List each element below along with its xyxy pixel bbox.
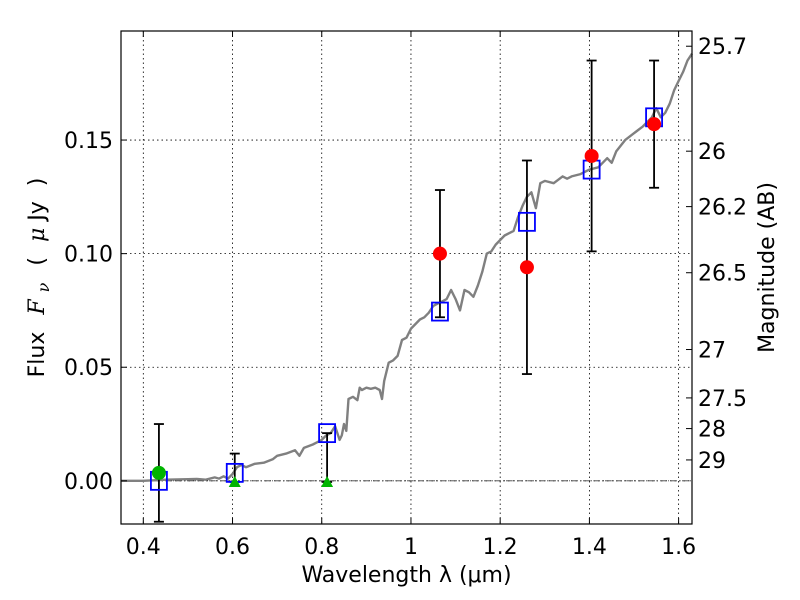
y2-tick-label: 25.7 (698, 35, 747, 60)
y-tick-label: 0.10 (64, 243, 113, 268)
green-circle-marker (151, 465, 166, 480)
y-axis-label-paren-close: ) (25, 178, 50, 187)
x-axis-label: Wavelength λ (μm) (301, 563, 511, 588)
ticks-layer: 0.4 0.6 0.8 1 1.2 1.4 1.6 0.00 0.05 0.10 0.15 25.7 2… (64, 31, 747, 560)
y-axis-label-paren-open: ( (25, 257, 50, 266)
y2-tick-label: 29 (698, 449, 726, 474)
green-triangle-marker (228, 475, 241, 487)
model-sed-line (121, 53, 694, 482)
x-tick-label: 1.4 (572, 535, 607, 560)
grid (121, 31, 692, 524)
red-circle-marker (584, 148, 599, 163)
x-tick-label: 0.6 (215, 535, 250, 560)
y2-tick-label: 27 (698, 339, 726, 364)
y2-tick-label: 26.5 (698, 262, 747, 287)
x-tick-label: 0.8 (304, 535, 339, 560)
y-tick-label: 0.05 (64, 356, 113, 381)
model-sed-layer (121, 53, 694, 482)
blue-square-marker (431, 301, 449, 322)
y2-axis-label: Magnitude (AB) (755, 182, 780, 353)
blue-square-marker (518, 211, 536, 232)
x-tick-label: 1.2 (483, 535, 518, 560)
y-axis-label: Flux F ν ( μ Jy ) (25, 178, 55, 378)
y-axis-label-mu: μ (25, 228, 50, 242)
green-triangle-marker (321, 475, 334, 487)
x-tick-label: 1 (404, 535, 418, 560)
y-tick-label: 0.15 (64, 129, 113, 154)
y-tick-label: 0.00 (64, 470, 113, 495)
red-circle-marker (432, 246, 447, 261)
red-circle-marker (519, 260, 534, 275)
markers-layer (150, 107, 663, 491)
error-bars-layer (153, 59, 660, 523)
y2-tick-label: 26 (698, 140, 726, 165)
y2-tick-label: 26.2 (698, 196, 747, 221)
blue-square-marker (318, 423, 336, 444)
y-axis-label-unit: Jy (25, 201, 50, 223)
x-tick-label: 1.6 (661, 535, 696, 560)
y-axis-label-symbol: F (25, 299, 50, 316)
plot-frame (120, 30, 693, 525)
red-circle-marker (647, 117, 662, 132)
y2-tick-label: 28 (698, 418, 726, 443)
y-axis-label-subscript: ν (34, 282, 53, 292)
y-axis-label-prefix: Flux (25, 332, 50, 378)
y2-tick-label: 27.5 (698, 387, 747, 412)
x-tick-label: 0.4 (126, 535, 161, 560)
